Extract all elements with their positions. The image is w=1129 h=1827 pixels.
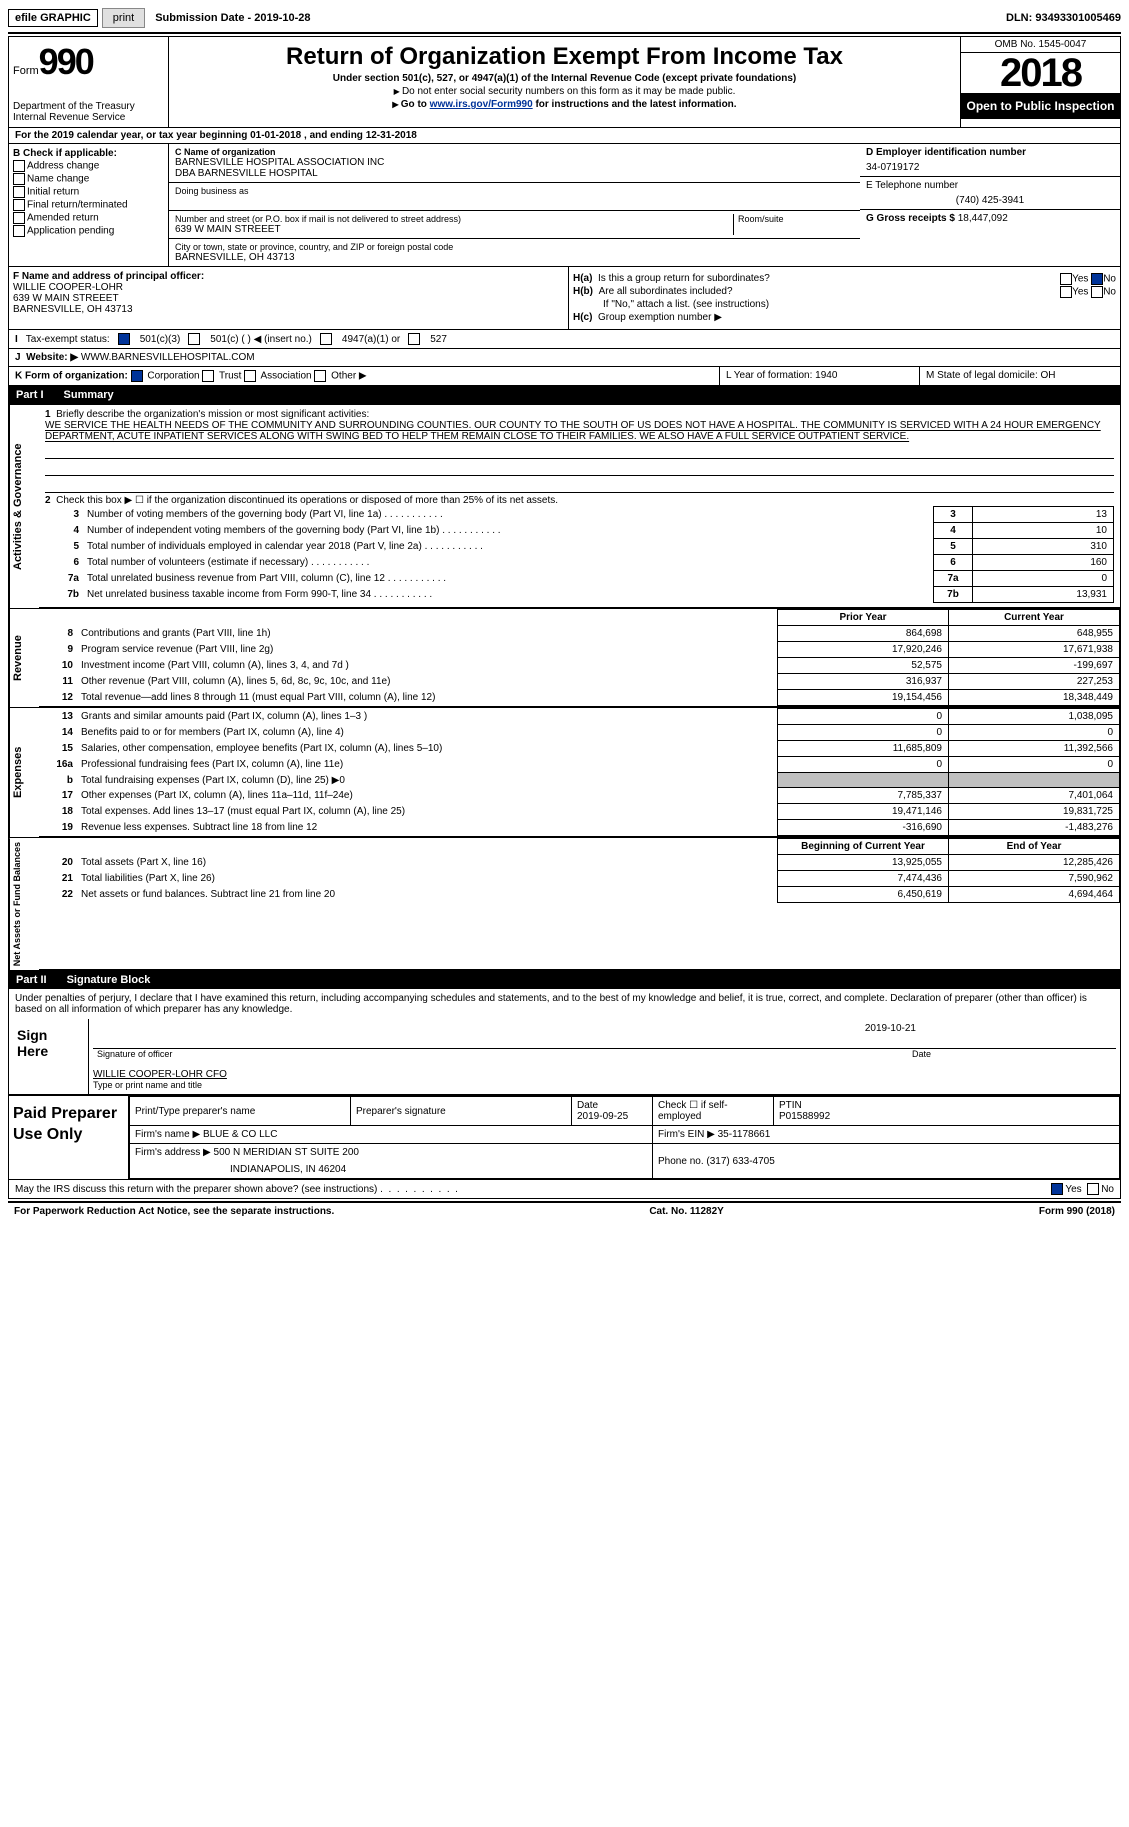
firm-ein: 35-1178661	[718, 1129, 771, 1140]
form-number: 990	[39, 41, 93, 82]
officer-name: WILLIE COOPER-LOHR	[13, 282, 564, 293]
org-city: BARNESVILLE, OH 43713	[175, 252, 854, 263]
form990-link[interactable]: www.irs.gov/Form990	[430, 99, 533, 110]
org-name-2: DBA BARNESVILLE HOSPITAL	[175, 168, 854, 179]
firm-addr2: INDIANAPOLIS, IN 46204	[130, 1161, 653, 1179]
open-public-badge: Open to Public Inspection	[961, 93, 1120, 119]
officer-name-title: WILLIE COOPER-LOHR CFO	[93, 1069, 1116, 1080]
ptin: P01588992	[779, 1111, 830, 1122]
efile-label: efile GRAPHIC	[8, 9, 98, 27]
form-subtitle: Under section 501(c), 527, or 4947(a)(1)…	[173, 73, 956, 84]
chk-assoc[interactable]	[244, 370, 256, 382]
chk-corp[interactable]	[131, 370, 143, 382]
col-b-checkboxes: B Check if applicable: Address change Na…	[9, 144, 169, 266]
row-a: For the 2019 calendar year, or tax year …	[8, 128, 1121, 144]
dln: DLN: 93493301005469	[1006, 12, 1121, 24]
firm-name: BLUE & CO LLC	[203, 1129, 277, 1140]
print-button[interactable]: print	[102, 8, 145, 28]
chk-527[interactable]	[408, 333, 420, 345]
part-1-header: Part ISummary	[8, 386, 1121, 404]
org-street: 639 W MAIN STREEET	[175, 224, 733, 235]
vlabel-netassets: Net Assets or Fund Balances	[9, 838, 39, 970]
state-domicile: M State of legal domicile: OH	[920, 367, 1120, 385]
vlabel-revenue: Revenue	[9, 609, 39, 707]
form-header: Form990 Department of the Treasury Inter…	[8, 36, 1121, 128]
chk-initial[interactable]: Initial return	[13, 186, 164, 198]
perjury-declaration: Under penalties of perjury, I declare th…	[9, 989, 1120, 1019]
col-d-ein: D Employer identification number34-07191…	[860, 144, 1120, 266]
firm-phone: (317) 633-4705	[706, 1156, 774, 1167]
col-c-org: C Name of organization BARNESVILLE HOSPI…	[169, 144, 860, 266]
year-formation: L Year of formation: 1940	[720, 367, 920, 385]
revenue-table: Prior YearCurrent Year 8Contributions an…	[39, 609, 1120, 706]
prep-date: 2019-09-25	[577, 1111, 628, 1122]
chk-501c[interactable]	[188, 333, 200, 345]
phone: (740) 425-3941	[866, 195, 1114, 206]
chk-pending[interactable]: Application pending	[13, 225, 164, 237]
part-2-header: Part IISignature Block	[8, 971, 1121, 989]
tax-year: 2018	[961, 53, 1120, 93]
vlabel-activities: Activities & Governance	[9, 405, 39, 608]
form-title: Return of Organization Exempt From Incom…	[173, 43, 956, 71]
top-bar: efile GRAPHIC print Submission Date - 20…	[8, 8, 1121, 28]
row-j-website: J Website: ▶ WWW.BARNESVILLEHOSPITAL.COM	[8, 349, 1121, 367]
dept-label: Department of the Treasury Internal Reve…	[13, 101, 164, 123]
chk-trust[interactable]	[202, 370, 214, 382]
firm-addr1: 500 N MERIDIAN ST SUITE 200	[214, 1147, 359, 1158]
section-f: F Name and address of principal officer:…	[9, 267, 569, 329]
chk-4947[interactable]	[320, 333, 332, 345]
section-h: H(a) Is this a group return for subordin…	[569, 267, 1120, 329]
chk-name[interactable]: Name change	[13, 173, 164, 185]
row-i-tax-status: ITax-exempt status: 501(c)(3) 501(c) ( )…	[8, 330, 1121, 349]
submission-date: Submission Date - 2019-10-28	[149, 12, 310, 24]
chk-other[interactable]	[314, 370, 326, 382]
governance-table: 3Number of voting members of the governi…	[45, 506, 1114, 603]
netassets-table: Beginning of Current YearEnd of Year 20T…	[39, 838, 1120, 903]
expenses-table: 13Grants and similar amounts paid (Part …	[39, 708, 1120, 836]
sign-here-label: Sign Here	[9, 1019, 89, 1094]
irs-discuss-row: May the IRS discuss this return with the…	[8, 1180, 1121, 1199]
chk-501c3[interactable]	[118, 333, 130, 345]
website: WWW.BARNESVILLEHOSPITAL.COM	[81, 352, 255, 363]
ein: 34-0719172	[866, 162, 1114, 173]
paid-preparer: Paid Preparer Use Only Print/Type prepar…	[8, 1095, 1121, 1180]
row-k: K Form of organization: Corporation Trus…	[8, 367, 1121, 386]
chk-final[interactable]: Final return/terminated	[13, 199, 164, 211]
note-ssn: Do not enter social security numbers on …	[173, 86, 956, 97]
chk-discuss-yes[interactable]	[1051, 1183, 1063, 1195]
mission-text: WE SERVICE THE HEALTH NEEDS OF THE COMMU…	[45, 420, 1101, 442]
chk-address[interactable]: Address change	[13, 160, 164, 172]
chk-amended[interactable]: Amended return	[13, 212, 164, 224]
sign-date: 2019-10-21	[93, 1023, 1116, 1034]
note-goto: Go to www.irs.gov/Form990 for instructio…	[173, 99, 956, 110]
chk-discuss-no[interactable]	[1087, 1183, 1099, 1195]
vlabel-expenses: Expenses	[9, 708, 39, 837]
org-name-1: BARNESVILLE HOSPITAL ASSOCIATION INC	[175, 157, 854, 168]
page-footer: For Paperwork Reduction Act Notice, see …	[8, 1201, 1121, 1220]
gross-receipts: 18,447,092	[958, 213, 1008, 224]
